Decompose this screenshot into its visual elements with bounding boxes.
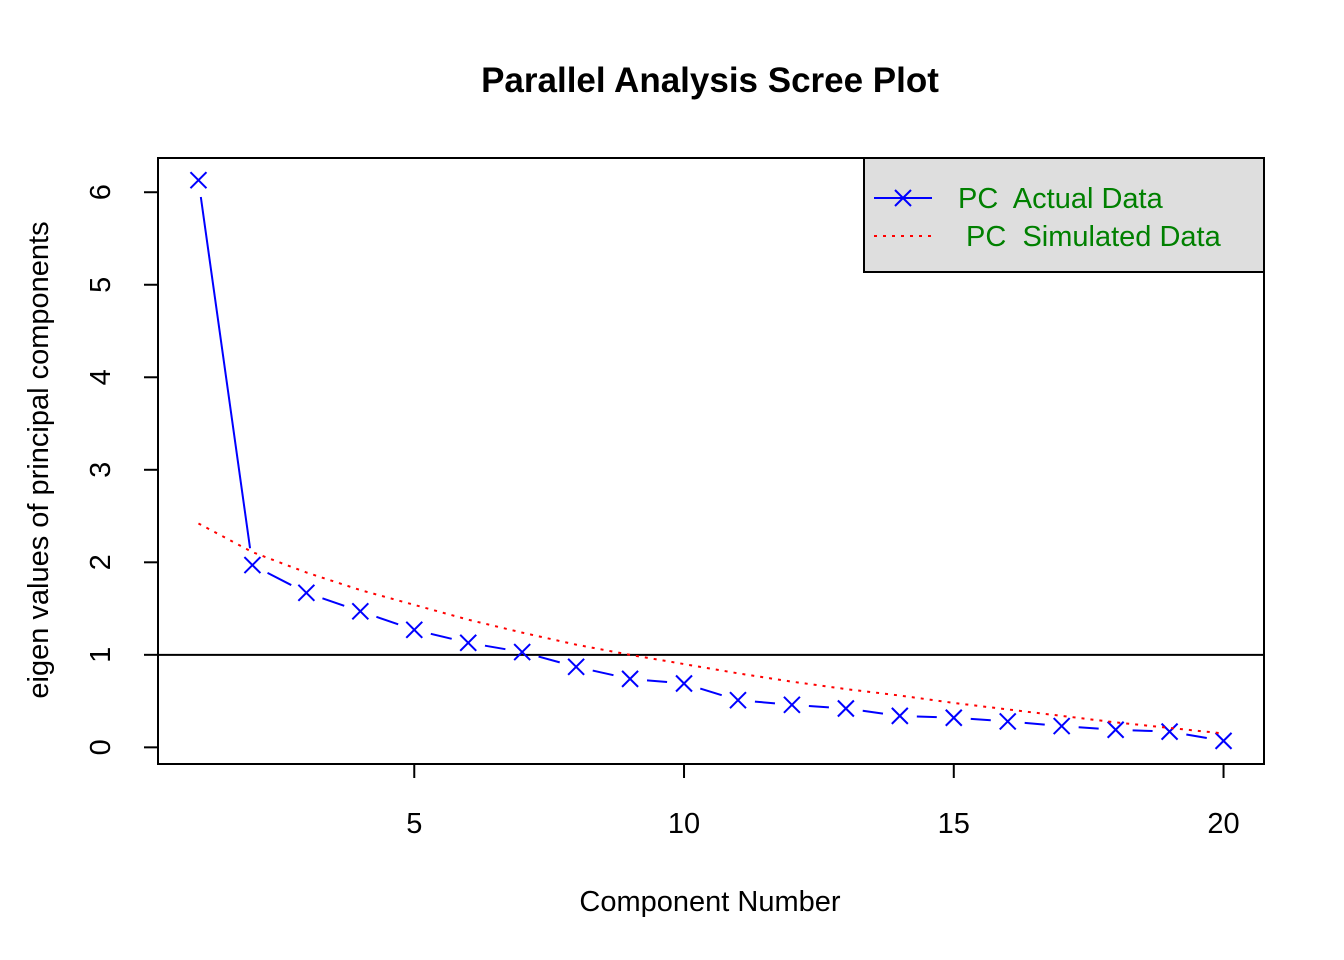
marker-stroke xyxy=(189,171,208,189)
series-1-point xyxy=(999,712,1017,731)
series-1-point xyxy=(945,709,963,727)
y-tick-label: 6 xyxy=(85,184,117,200)
series-1-point xyxy=(189,171,208,189)
marker-stroke xyxy=(783,696,801,714)
marker-stroke xyxy=(297,584,316,602)
x-axis: 5 10 15 20 xyxy=(406,763,1240,840)
marker-stroke xyxy=(1214,732,1233,750)
y-axis-title: eigen values of principal components xyxy=(23,221,55,698)
marker-stroke xyxy=(837,699,855,718)
y-tick-label: 1 xyxy=(85,647,117,663)
series-1-point xyxy=(1052,717,1071,735)
x-tick-label: 5 xyxy=(406,808,422,840)
series-1-point xyxy=(1160,722,1179,741)
y-tick-label: 5 xyxy=(85,277,117,293)
series-1-segment xyxy=(916,715,937,719)
marker-stroke xyxy=(243,556,262,574)
series-1-point xyxy=(459,634,477,652)
series-1-point xyxy=(405,621,423,639)
series-1-segment xyxy=(199,196,252,549)
series-1-segment xyxy=(1132,729,1153,733)
series-1-point xyxy=(351,602,370,621)
series-1-point xyxy=(1214,732,1233,750)
marker-stroke xyxy=(405,621,423,639)
legend: PC Actual Data PC Simulated Data xyxy=(863,157,1265,273)
marker-stroke xyxy=(945,709,963,727)
legend-box xyxy=(863,157,1265,273)
series-1-segment xyxy=(430,632,452,640)
marker-stroke xyxy=(891,707,909,725)
series-1-segment xyxy=(322,597,345,607)
marker-stroke xyxy=(999,712,1017,731)
marker-stroke xyxy=(621,670,639,688)
series-2-line xyxy=(197,522,1224,735)
y-tick-label: 0 xyxy=(85,739,117,755)
series-1-segment xyxy=(699,687,723,697)
series-1-segment xyxy=(754,700,776,705)
x-tick-label: 15 xyxy=(938,808,970,840)
series-1-segment xyxy=(592,669,614,677)
y-tick-label: 2 xyxy=(85,554,117,570)
marker-stroke xyxy=(459,634,477,652)
x-tick-label: 20 xyxy=(1207,808,1239,840)
marker-stroke xyxy=(1160,722,1179,741)
series-1-point xyxy=(567,658,585,676)
series-1-point xyxy=(243,556,262,574)
chart-title: Parallel Analysis Scree Plot xyxy=(481,61,939,100)
series-1-point xyxy=(837,699,855,718)
marker-stroke xyxy=(1106,721,1125,739)
series-1-segment xyxy=(1024,721,1045,726)
marker-stroke xyxy=(675,674,693,693)
series-1-point xyxy=(297,584,316,602)
series-1-segment xyxy=(538,655,560,664)
legend-label: PC Actual Data xyxy=(958,183,1164,215)
marker-stroke xyxy=(1052,717,1071,735)
x-axis-title: Component Number xyxy=(579,886,840,918)
series-1-point xyxy=(1106,721,1125,739)
series-1-segment xyxy=(267,571,292,586)
marker-stroke xyxy=(729,691,747,709)
series-1-segment xyxy=(376,615,399,626)
series-1-point xyxy=(513,643,531,661)
legend-swatch-marker xyxy=(894,189,912,207)
y-tick-label: 4 xyxy=(85,369,117,385)
marker-stroke xyxy=(567,658,585,676)
series-1-point xyxy=(783,696,801,714)
legend-label: PC Simulated Data xyxy=(958,221,1222,253)
series-1-point xyxy=(891,707,909,725)
series-1-segment xyxy=(1078,726,1099,730)
series-1-segment xyxy=(970,717,991,722)
series-1-segment xyxy=(862,709,884,715)
series-1-segment xyxy=(484,644,506,651)
series-1-segment xyxy=(1186,733,1207,739)
series-1-segment xyxy=(808,704,829,709)
series-1-segment xyxy=(646,679,668,684)
series-1-point xyxy=(729,691,747,709)
marker-stroke xyxy=(513,643,531,661)
series-1-point xyxy=(675,674,693,693)
marker-stroke xyxy=(351,602,370,621)
series-1-point xyxy=(621,670,639,688)
y-axis: 0 1 2 3 4 5 6 xyxy=(85,184,159,755)
y-tick-label: 3 xyxy=(85,462,117,478)
x-tick-label: 10 xyxy=(668,808,700,840)
